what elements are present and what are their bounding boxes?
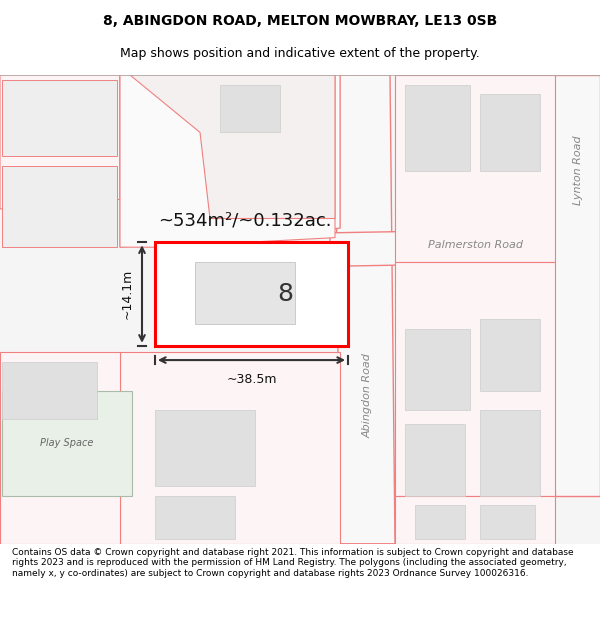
Polygon shape [120, 75, 335, 248]
Text: Abingdon Road: Abingdon Road [363, 353, 373, 438]
Text: 8, ABINGDON ROAD, MELTON MOWBRAY, LE13 0SB: 8, ABINGDON ROAD, MELTON MOWBRAY, LE13 0… [103, 14, 497, 28]
Bar [2, 391, 132, 496]
Text: ~534m²/~0.132ac.: ~534m²/~0.132ac. [158, 211, 332, 229]
Polygon shape [395, 261, 555, 496]
Polygon shape [395, 75, 555, 261]
Text: Play Space: Play Space [40, 438, 94, 448]
Polygon shape [545, 75, 600, 496]
Bar [2, 166, 117, 248]
Bar [480, 506, 535, 539]
Bar [480, 319, 540, 391]
Bar [2, 80, 117, 156]
Bar [405, 84, 470, 171]
Text: ~38.5m: ~38.5m [226, 374, 277, 386]
Polygon shape [130, 75, 335, 219]
Text: ~14.1m: ~14.1m [121, 269, 134, 319]
Polygon shape [335, 75, 395, 544]
Bar [155, 496, 235, 539]
Polygon shape [120, 352, 340, 544]
Polygon shape [120, 75, 340, 248]
Polygon shape [0, 352, 120, 544]
Bar [480, 94, 540, 171]
Bar [480, 410, 540, 496]
Text: Map shows position and indicative extent of the property.: Map shows position and indicative extent… [120, 48, 480, 61]
Bar [405, 424, 465, 496]
Text: 8: 8 [277, 282, 293, 306]
Text: Palmerston Road: Palmerston Road [427, 240, 523, 250]
Bar [415, 506, 465, 539]
Bar [155, 410, 255, 486]
Bar [2, 362, 97, 419]
Bar [220, 84, 280, 132]
Polygon shape [330, 228, 600, 266]
Polygon shape [395, 496, 555, 544]
Bar [195, 261, 295, 324]
Polygon shape [120, 75, 340, 228]
Polygon shape [0, 75, 120, 209]
Text: Contains OS data © Crown copyright and database right 2021. This information is : Contains OS data © Crown copyright and d… [12, 548, 574, 578]
Text: Lynton Road: Lynton Road [573, 136, 583, 206]
Bar [155, 242, 348, 346]
Bar [405, 329, 470, 410]
